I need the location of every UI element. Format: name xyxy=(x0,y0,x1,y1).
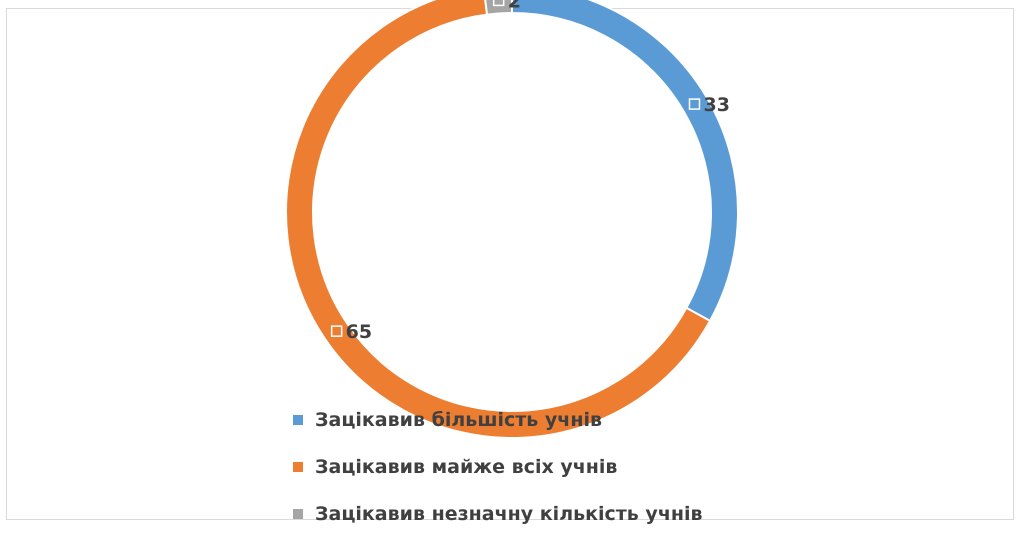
legend-swatch-few-students xyxy=(293,508,303,519)
data-label-swatch xyxy=(492,0,505,7)
slice-more-students xyxy=(511,0,739,323)
slice-almost-all-students xyxy=(285,0,712,439)
legend-item-few-students: Зацікавив незначну кількість учнів xyxy=(293,490,893,537)
data-label-text: 33 xyxy=(703,94,729,116)
donut-slices xyxy=(285,0,739,439)
data-label-swatch xyxy=(330,325,343,337)
data-labels: 33 65 2 xyxy=(330,0,730,343)
legend-swatch-more-students xyxy=(293,414,303,425)
donut-chart: 33 65 2 xyxy=(285,0,739,439)
data-label-few-students: 2 xyxy=(492,0,521,12)
legend-swatch-almost-all-students xyxy=(293,461,303,472)
data-label-text: 65 xyxy=(346,321,372,343)
legend-label-few-students: Зацікавив незначну кількість учнів xyxy=(315,502,703,525)
chart-legend: Зацікавив більшість учнів Зацікавив майж… xyxy=(293,396,893,537)
data-label-almost-all-students: 65 xyxy=(330,321,372,343)
data-label-more-students: 33 xyxy=(688,94,730,116)
legend-item-almost-all-students: Зацікавив майже всіх учнів xyxy=(293,443,893,490)
slice-few-students xyxy=(484,0,513,16)
legend-label-more-students: Зацікавив більшість учнів xyxy=(315,408,603,431)
legend-item-more-students: Зацікавив більшість учнів xyxy=(293,396,893,443)
data-label-text: 2 xyxy=(508,0,521,12)
data-label-swatch xyxy=(688,98,701,110)
legend-label-almost-all-students: Зацікавив майже всіх учнів xyxy=(315,455,618,478)
